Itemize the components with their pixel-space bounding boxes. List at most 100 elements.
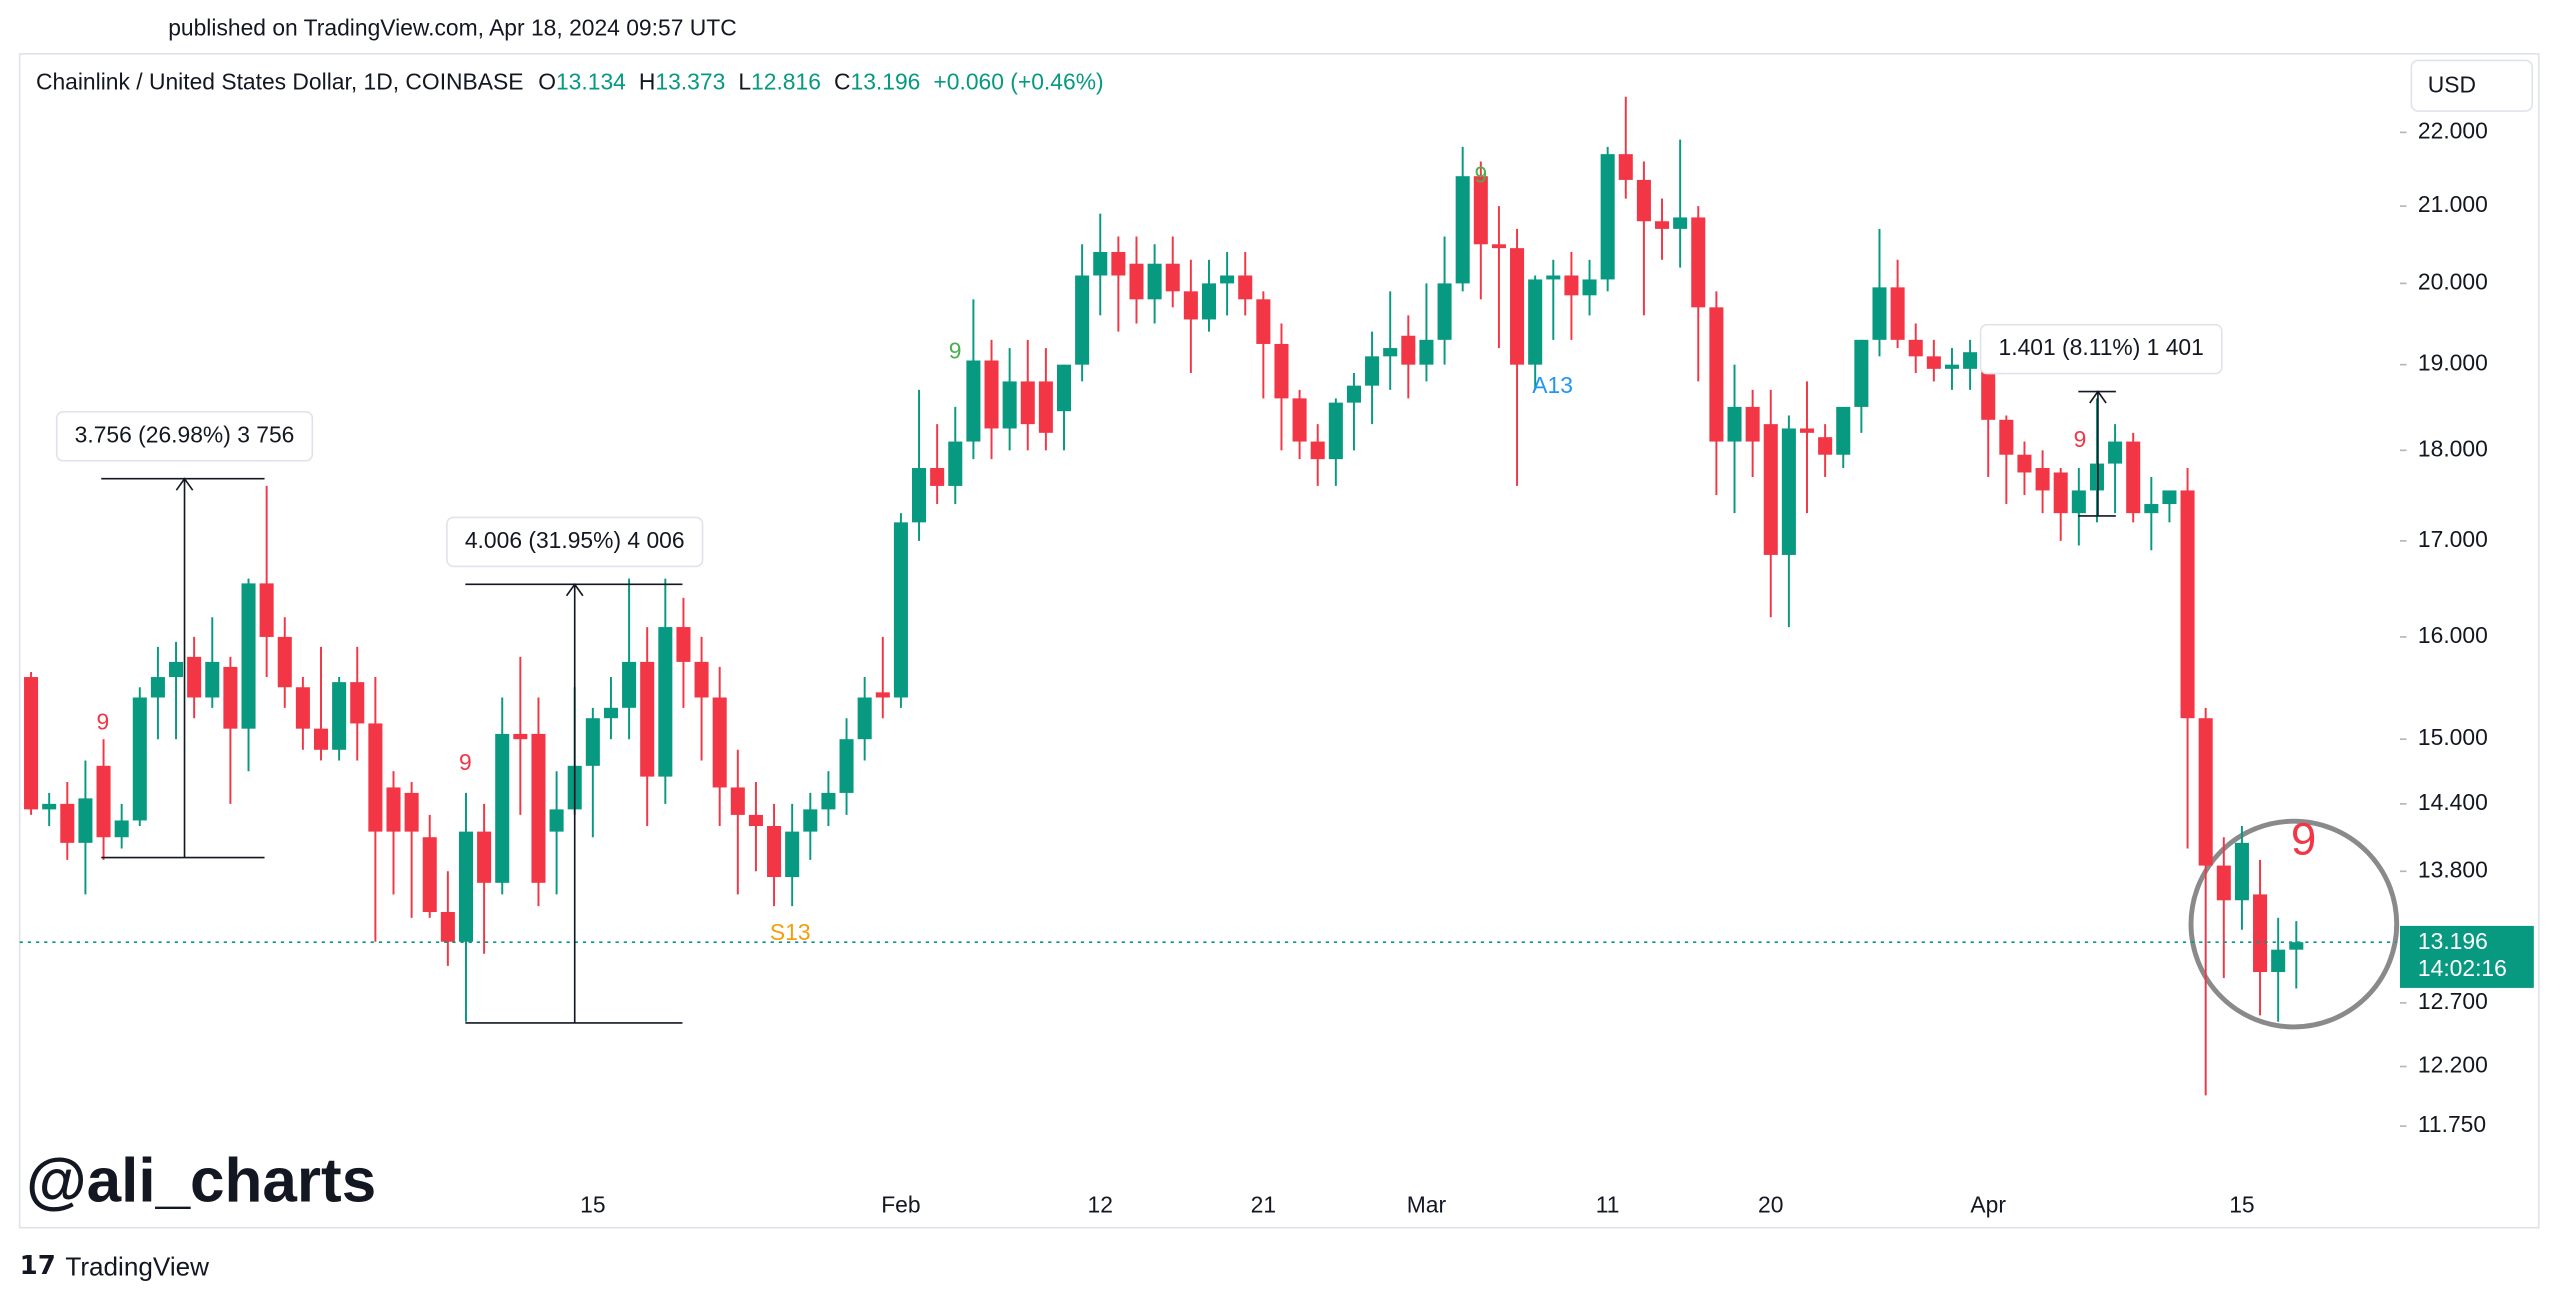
x-tick-label: Feb (881, 1192, 920, 1218)
candle-body (241, 583, 256, 729)
td-label: S13 (770, 919, 811, 945)
td-label: A13 (1532, 372, 1573, 398)
candle-body (1401, 335, 1416, 365)
candle-body (930, 468, 945, 486)
candle-body (114, 820, 129, 838)
td-label: 9 (2074, 426, 2087, 452)
candle-body (513, 733, 528, 740)
candle-body (748, 814, 763, 827)
candle-body (2162, 490, 2177, 505)
candle-body (1129, 263, 1144, 300)
candle-body (730, 787, 745, 815)
y-tick-label: 20.000 (2418, 268, 2488, 294)
high-value: 13.373 (655, 68, 725, 94)
td-label: 9 (459, 749, 472, 775)
measure-arrowhead (2089, 390, 2107, 404)
candle-body (1346, 385, 1361, 403)
candle-body (2071, 490, 2086, 514)
candle-body (1727, 406, 1742, 442)
measure-label: 1.401 (8.11%) 1 401 (1999, 334, 2204, 360)
symbol: Chainlink / United States Dollar, 1D, CO… (36, 68, 524, 94)
candle-body (2271, 949, 2286, 973)
candle-body (2180, 490, 2195, 719)
candle-body (821, 792, 836, 810)
candle-body (1201, 283, 1217, 320)
measure-label: 4.006 (31.95%) 4 006 (465, 527, 685, 553)
candle-body (1872, 287, 1887, 340)
candle-body (549, 809, 564, 832)
low-value: 12.816 (751, 68, 821, 94)
candle-body (78, 798, 93, 843)
candle-body (1292, 398, 1307, 442)
td-label: 9 (1474, 161, 1487, 187)
candle-body (1510, 248, 1525, 365)
candle-body (893, 522, 908, 698)
candle-body (386, 787, 401, 832)
currency-button[interactable] (2410, 59, 2534, 112)
candle-body (966, 360, 981, 442)
candle-body (132, 697, 147, 821)
candle-body (912, 468, 927, 523)
candle-body (1836, 406, 1851, 455)
candle-body (2053, 472, 2068, 514)
candle-body (1600, 154, 1615, 280)
price-tag (2399, 925, 2534, 988)
candle-body (223, 666, 238, 729)
candle-body (1365, 356, 1380, 386)
change: +0.060 (+0.46%) (933, 68, 1103, 94)
highlight-circle (2188, 818, 2400, 1030)
currency[interactable]: USD (2428, 72, 2476, 98)
symbol-header: Chainlink / United States Dollar, 1D, CO… (36, 68, 1104, 94)
candle-body (1256, 299, 1271, 344)
candle-body (2253, 894, 2268, 973)
candle-body (948, 441, 963, 486)
y-tick-label: 17.000 (2418, 526, 2488, 552)
candle-body (1745, 406, 1760, 442)
candle-body (313, 728, 329, 750)
candle-body (495, 733, 510, 883)
td-label: 9 (949, 338, 962, 364)
candle-body (1491, 244, 1506, 249)
measure-box (446, 516, 704, 568)
candle-body (785, 831, 800, 878)
measure-box (1979, 323, 2223, 375)
candle-body (2198, 718, 2213, 866)
candle-body (422, 837, 437, 913)
brand-mark: 𝟭𝟳 (20, 1250, 56, 1280)
x-tick-label: 12 (1088, 1192, 1113, 1218)
price-tag-countdown: 14:02:16 (2418, 955, 2507, 981)
x-tick-label: Apr (1970, 1192, 2006, 1218)
open-label: O (538, 68, 556, 94)
measure-arrowhead (565, 582, 584, 597)
candle-body (187, 656, 202, 698)
candle-body (2108, 441, 2123, 464)
candle-body (839, 739, 854, 793)
y-tick-label: 13.800 (2418, 856, 2488, 882)
candle-body (477, 831, 492, 883)
candle-body (2126, 441, 2141, 514)
candle-body (1691, 217, 1706, 308)
candle-body (1020, 381, 1035, 425)
measure-label: 3.756 (26.98%) 3 756 (75, 421, 295, 447)
candle-body (1455, 176, 1470, 284)
candle-body (1926, 356, 1941, 369)
candle-body (1709, 307, 1724, 442)
low-label: L (738, 68, 751, 94)
brand: TradingView (65, 1251, 209, 1281)
y-tick-label: 18.000 (2418, 435, 2488, 461)
candle-body (1673, 217, 1688, 229)
candle-body (1111, 252, 1126, 276)
candle-body (332, 682, 347, 750)
close-value: 13.196 (851, 68, 921, 94)
candle-body (277, 636, 292, 688)
candle-body (1528, 279, 1543, 365)
candle-body (1854, 339, 1869, 407)
y-tick-label: 16.000 (2418, 622, 2488, 648)
candle-body (2089, 463, 2104, 491)
y-tick-label: 15.000 (2418, 724, 2488, 750)
candle-body (694, 661, 709, 698)
candle-body (622, 661, 637, 708)
x-tick-label: 15 (2229, 1192, 2254, 1218)
candle-body (1999, 419, 2014, 455)
